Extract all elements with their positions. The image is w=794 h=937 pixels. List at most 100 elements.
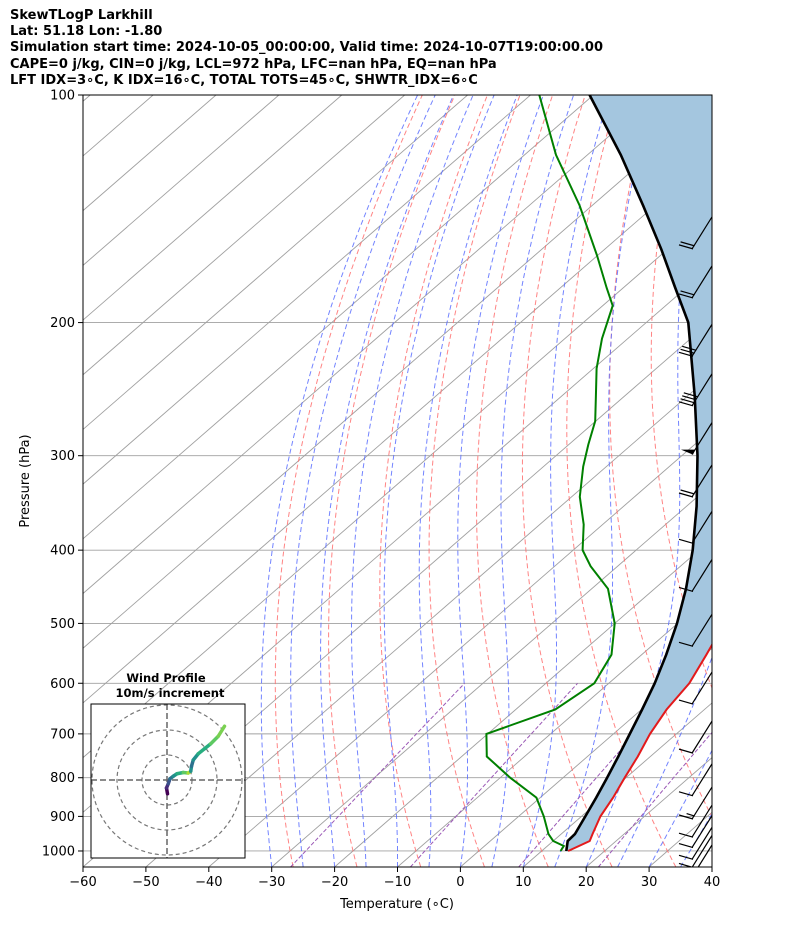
- moist-adiabat-line: [711, 866, 712, 867]
- y-tick-label: 300: [50, 449, 75, 464]
- wind-barb-staff: [691, 671, 712, 705]
- location-text: Lat: 51.18 Lon: -1.80: [10, 24, 163, 40]
- dry-adiabat-line: [274, 95, 423, 867]
- y-tick-label: 500: [50, 617, 75, 632]
- isotherm-line: [83, 95, 531, 485]
- inset-subtitle: 10m/s increment: [116, 686, 225, 700]
- wind-barb-full: [678, 791, 694, 797]
- wind-barb-half: [686, 812, 695, 817]
- wind-barb-full: [682, 395, 697, 401]
- mixing-ratio-line: [598, 731, 712, 867]
- dry-adiabat-line: [731, 95, 794, 867]
- wind-barb-full: [680, 241, 695, 247]
- isotherm-line: [83, 100, 712, 649]
- x-tick-label: −10: [384, 875, 411, 890]
- isotherm-line: [83, 95, 657, 595]
- axes: −60 −50 −40 −30 −20 −10 0 10 20 30 40 100 200 300 400 5…: [42, 89, 720, 891]
- chart-title: SkewTLogP Larkhill: [10, 8, 153, 23]
- cin-shading: [566, 95, 712, 851]
- x-tick-label: −50: [132, 875, 159, 890]
- moist-adiabat-line: [744, 95, 794, 867]
- wind-barb-staff: [691, 827, 712, 860]
- wind-barb-staff: [691, 786, 712, 820]
- isotherm-line: [83, 95, 343, 321]
- wind-barb-full: [678, 492, 694, 498]
- isotherm-line: [83, 95, 468, 431]
- y-tick-label: 600: [50, 677, 75, 692]
- wind-barb-staff: [691, 720, 712, 754]
- wind-barb-full: [680, 489, 695, 495]
- wind-barb-staff: [691, 510, 712, 544]
- x-axis-label: Temperature (∘C): [339, 897, 454, 912]
- wind-barb-staff: [691, 835, 712, 867]
- isotherm-line: [271, 483, 712, 867]
- wind-barb: [678, 827, 712, 860]
- wind-barb-full: [679, 873, 693, 877]
- y-tick-label: 800: [50, 771, 75, 786]
- y-tick-label: 100: [50, 89, 75, 104]
- x-tick-label: −60: [69, 875, 96, 890]
- wind-barb-full: [680, 398, 695, 404]
- isotherm-line: [83, 95, 91, 102]
- y-tick-label: 400: [50, 544, 75, 559]
- dry-adiabat-line: [566, 95, 677, 867]
- wind-barb: [678, 720, 712, 754]
- y-tick-label: 900: [50, 810, 75, 825]
- isotherm-line: [334, 538, 712, 867]
- inset-frame: [90, 703, 246, 859]
- y-tick-label: 200: [50, 316, 75, 331]
- wind-barb-staff: [691, 464, 712, 498]
- moist-adiabat-line: [260, 95, 419, 867]
- wind-barb-staff: [697, 844, 712, 867]
- wind-barb: [678, 671, 712, 705]
- hodograph-segment: [216, 724, 227, 738]
- isotherm-line: [145, 374, 712, 867]
- x-tick-label: 40: [704, 875, 721, 890]
- x-tick-label: 10: [515, 875, 532, 890]
- wind-barb-full: [678, 641, 694, 647]
- wind-barb-staff: [691, 323, 712, 357]
- wind-barb-full: [678, 401, 694, 407]
- inset-title: Wind Profile: [126, 671, 206, 685]
- wind-barb-full: [678, 351, 694, 357]
- wind-barb-staff: [691, 559, 712, 592]
- parcel-line: [565, 95, 699, 852]
- isotherm-line: [83, 155, 712, 704]
- y-tick-label: 700: [50, 727, 75, 742]
- dry-adiabat-line: [379, 95, 488, 867]
- wind-barb-flag: [681, 449, 695, 455]
- wind-barb-full: [678, 586, 694, 593]
- moist-adiabat-line: [522, 95, 611, 867]
- wind-barb-full: [680, 348, 695, 354]
- wind-barb-staff: [691, 265, 712, 299]
- isotherm-line: [775, 95, 794, 867]
- isotherm-line: [460, 647, 712, 867]
- wind-barb-full: [678, 843, 694, 849]
- wind-barb-full: [678, 854, 694, 860]
- wind-barb-staff: [691, 373, 712, 407]
- wind-barb-full: [678, 293, 694, 299]
- wind-barb: [678, 613, 712, 647]
- simulation-time-text: Simulation start time: 2024-10-05_00:00:…: [10, 40, 603, 56]
- isotherm-line: [83, 95, 405, 376]
- wind-barb-full: [680, 290, 695, 296]
- wind-barb: [678, 763, 712, 797]
- isotherm-line: [83, 95, 280, 266]
- moist-adiabat-line: [585, 95, 709, 867]
- moist-adiabat-line: [554, 95, 654, 867]
- isotherm-line: [397, 592, 712, 867]
- wind-barb: [678, 559, 712, 593]
- wind-barb-full: [678, 748, 694, 754]
- x-tick-label: 20: [578, 875, 595, 890]
- x-tick-label: −30: [258, 875, 285, 890]
- wind-barb: [678, 323, 712, 357]
- wind-barb-staff: [691, 815, 712, 848]
- plot-layer: [83, 95, 794, 877]
- wind-barb: [678, 786, 712, 820]
- x-tick-label: 0: [456, 875, 464, 890]
- wind-barb: [678, 464, 712, 498]
- wind-barb-full: [678, 832, 694, 838]
- dry-adiabat-line: [769, 95, 794, 867]
- isotherm-line: [523, 702, 712, 867]
